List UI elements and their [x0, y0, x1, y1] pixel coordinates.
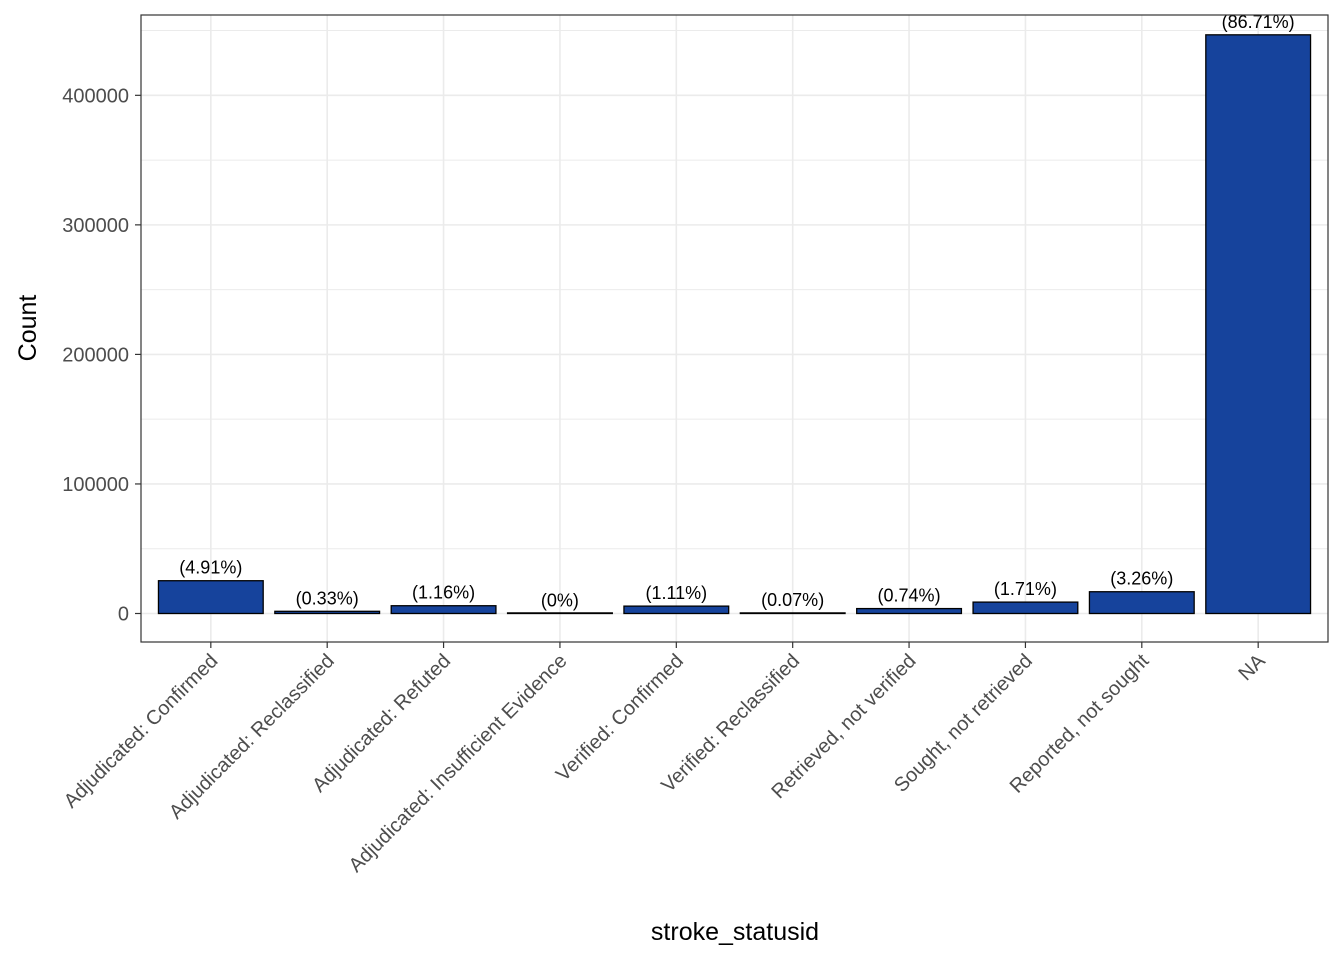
y-tick-label: 400000	[62, 85, 129, 107]
bar	[1088, 591, 1195, 615]
y-tick-label: 100000	[62, 474, 129, 496]
bar-data-label: (0%)	[541, 591, 579, 611]
y-tick-label: 300000	[62, 215, 129, 237]
x-tick-label: Adjudicated: Insufficient Evidence	[345, 650, 572, 877]
bar	[739, 612, 846, 615]
panel-border	[140, 14, 1329, 643]
bar	[972, 601, 1079, 615]
bar-data-label: (1.16%)	[412, 583, 475, 603]
y-axis-ticks: 0 100000 200000 300000 400000	[62, 85, 141, 626]
bar-data-label: (4.91%)	[179, 558, 242, 578]
bar	[856, 607, 963, 615]
x-tick-label: Verified: Confirmed	[552, 650, 688, 786]
bar-data-label: (86.71%)	[1222, 12, 1295, 32]
bar	[274, 610, 381, 615]
bar	[157, 580, 264, 615]
y-axis-title: Count	[14, 295, 42, 362]
y-tick-label: 0	[118, 604, 129, 626]
x-tick-label: NA	[1235, 650, 1271, 686]
bar	[390, 605, 497, 615]
bar-data-label: (0.74%)	[878, 586, 941, 606]
grid-lines	[141, 15, 1328, 642]
y-tick-label: 200000	[62, 344, 129, 366]
bar-data-label: (1.71%)	[994, 579, 1057, 599]
bar-data-label: (0.33%)	[296, 588, 359, 608]
bar-data-label: (0.07%)	[761, 590, 824, 610]
x-axis-title: stroke_statusid	[651, 918, 819, 946]
bar	[506, 612, 613, 615]
bar	[623, 605, 730, 615]
data-labels: (4.91%) (0.33%) (1.16%) (0%) (1.11%) (0.07%) (…	[179, 12, 1294, 611]
bar-data-label: (1.11%)	[645, 583, 707, 603]
bars	[157, 34, 1312, 615]
bar-data-label: (3.26%)	[1110, 569, 1173, 589]
bar	[1205, 34, 1312, 615]
